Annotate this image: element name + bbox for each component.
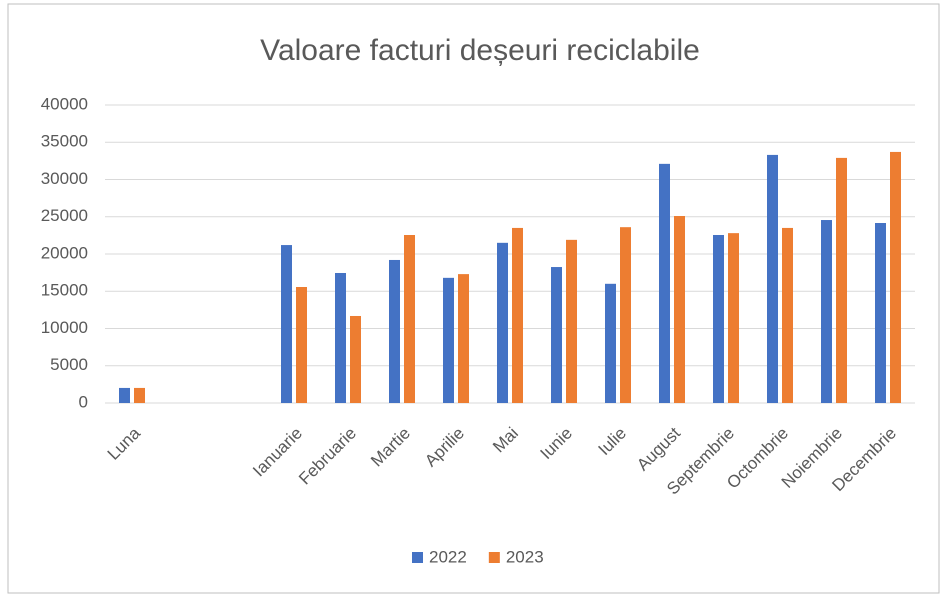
legend-swatch <box>412 552 423 563</box>
y-tick-label: 20000 <box>41 243 88 262</box>
bar <box>728 233 739 403</box>
legend-label: 2023 <box>506 547 544 566</box>
bar <box>551 267 562 403</box>
bar <box>782 227 793 403</box>
bar <box>134 387 145 403</box>
bar <box>458 274 469 403</box>
legend-swatch <box>488 552 500 563</box>
y-tick-label: 25000 <box>41 206 88 225</box>
bar <box>404 235 415 403</box>
bar <box>566 239 577 403</box>
y-tick-label: 0 <box>79 392 88 411</box>
y-tick-label: 5000 <box>50 355 88 374</box>
bar <box>350 315 361 403</box>
bar <box>875 223 886 403</box>
chart-title: Valoare facturi deșeuri reciclabile <box>260 34 700 67</box>
bar <box>659 163 670 403</box>
bar <box>281 245 292 403</box>
y-tick-label: 10000 <box>41 318 88 337</box>
y-tick-label: 35000 <box>41 132 88 151</box>
legend-label: 2022 <box>429 547 467 566</box>
bar <box>296 287 307 403</box>
bar <box>497 242 508 403</box>
bar <box>512 227 523 403</box>
bar <box>335 272 346 403</box>
bar <box>605 283 616 403</box>
bar <box>836 157 847 403</box>
bar <box>713 235 724 403</box>
chart-frame <box>7 3 940 594</box>
bar <box>119 387 130 403</box>
bar <box>620 227 631 403</box>
bar <box>674 216 685 403</box>
y-tick-label: 30000 <box>41 169 88 188</box>
y-tick-label: 40000 <box>41 94 88 113</box>
bar <box>389 259 400 403</box>
bar <box>821 220 832 403</box>
y-tick-label: 15000 <box>41 281 88 300</box>
bar <box>890 151 901 403</box>
bar <box>443 277 454 403</box>
bar <box>767 154 778 403</box>
